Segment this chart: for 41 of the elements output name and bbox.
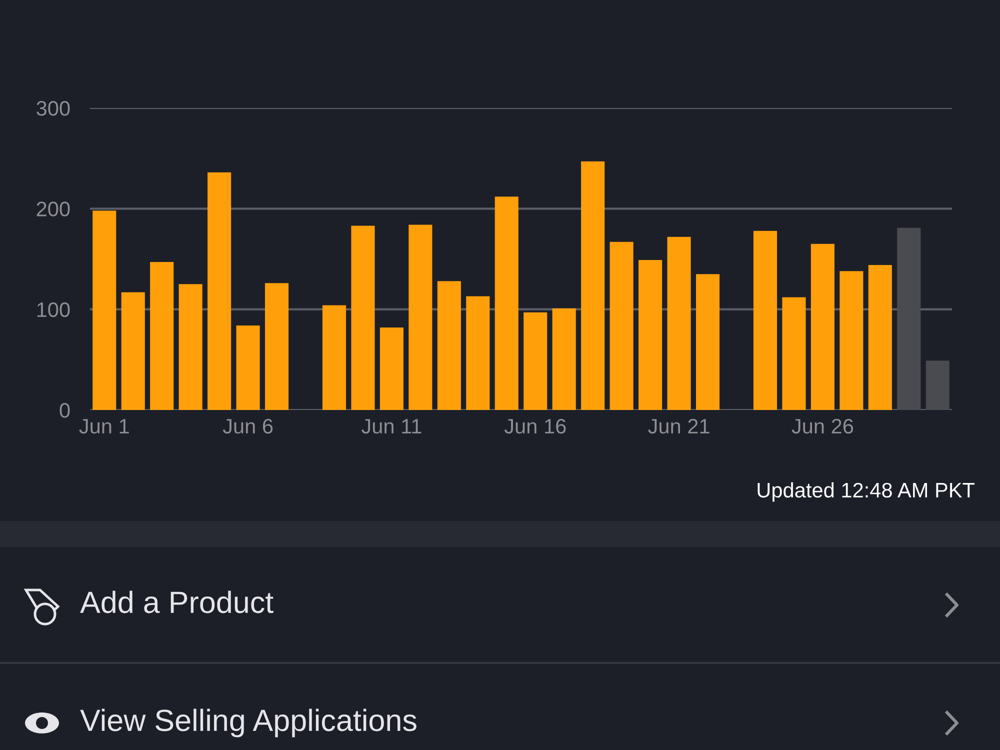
bar — [610, 242, 634, 410]
bar — [667, 236, 691, 410]
bar — [840, 271, 864, 410]
x-tick-label: Jun 16 — [504, 418, 566, 434]
x-tick-label: Jun 11 — [362, 419, 422, 434]
y-tick-label: 200 — [36, 202, 70, 216]
bar — [552, 308, 576, 410]
bar — [696, 274, 720, 410]
bar — [868, 265, 892, 410]
bar — [581, 161, 605, 410]
bar — [408, 224, 432, 410]
bar — [494, 196, 518, 410]
bar — [380, 327, 404, 410]
bar — [810, 244, 834, 410]
y-tick-label: 100 — [37, 302, 70, 318]
bar — [236, 325, 260, 410]
x-tick-label: Jun 26 — [792, 418, 854, 434]
x-tick-label: Jun 1 — [79, 419, 129, 434]
bar — [638, 260, 662, 410]
text: Updated 12:48 AM PKT — [758, 482, 975, 502]
bar — [782, 297, 806, 410]
bar — [322, 305, 346, 410]
text: View Selling Applications — [80, 708, 416, 738]
bar — [753, 230, 778, 410]
bar — [92, 210, 116, 410]
bar — [437, 281, 461, 410]
text: Add a Product — [80, 590, 274, 614]
y-tick-label: 300 — [36, 101, 70, 116]
bar — [466, 296, 490, 410]
bar — [524, 312, 548, 410]
bar — [208, 172, 232, 410]
y-tick-label: 0 — [60, 403, 70, 418]
bar — [150, 262, 174, 410]
x-tick-label: Jun 6 — [222, 418, 273, 434]
x-tick-label: Jun 21 — [648, 418, 710, 434]
bar — [121, 292, 145, 410]
bar — [264, 283, 289, 410]
bar — [926, 360, 950, 410]
bar — [178, 284, 202, 410]
bar — [351, 226, 375, 410]
bar — [897, 228, 921, 410]
